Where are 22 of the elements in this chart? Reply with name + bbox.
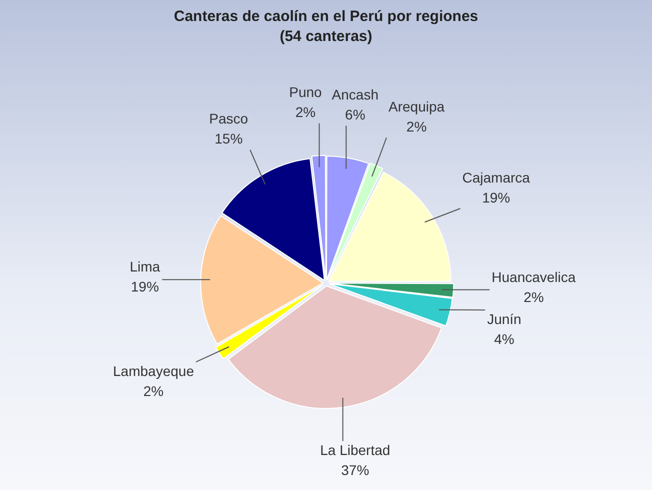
slice-label: La Libertad (320, 442, 390, 458)
slice-label: Arequipa (388, 98, 445, 115)
data-label: 2% (524, 288, 544, 305)
slice-label: Cajamarca (462, 169, 530, 186)
data-label: 37% (341, 462, 370, 478)
data-label: 15% (214, 130, 243, 147)
chart-subtitle: (54 canteras) (280, 28, 372, 46)
slice-label: Lambayeque (113, 362, 194, 379)
slice-label: Pasco (209, 110, 248, 127)
chart-title: Canteras de caolín en el Perú por regiones (174, 8, 478, 26)
slice-label: Junín (487, 310, 522, 327)
slice-label: Ancash (332, 86, 378, 103)
data-label: 19% (482, 189, 510, 206)
slice-label: Puno (289, 84, 322, 100)
data-label: 4% (494, 330, 514, 347)
data-label: 2% (295, 104, 316, 120)
data-label: 6% (345, 106, 366, 123)
slice-label: Lima (130, 258, 160, 275)
slice-label: Huancavelica (492, 268, 576, 285)
data-label: 2% (406, 118, 427, 135)
data-label: 2% (143, 382, 164, 399)
data-label: 19% (130, 278, 159, 295)
